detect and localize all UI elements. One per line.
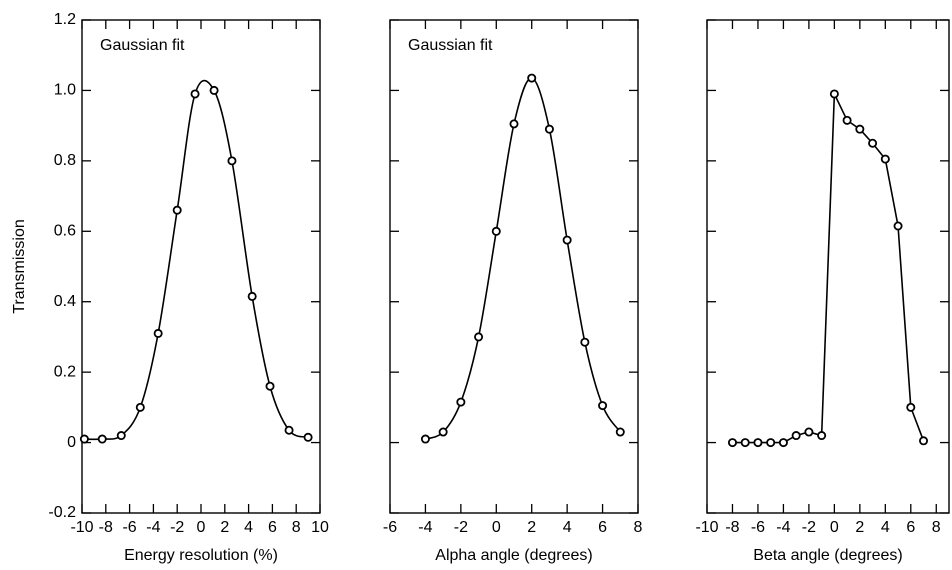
data-point (615, 427, 625, 437)
data-point (509, 119, 519, 129)
y-tick-label: 0.2 (54, 363, 76, 380)
plot-frame (706, 19, 950, 514)
x-tick-label: 4 (881, 519, 890, 536)
y-axis-label: Transmission (11, 219, 28, 314)
y-tick-label: 0.4 (54, 293, 76, 310)
data-point (842, 115, 852, 125)
data-point (97, 434, 107, 444)
data-point (893, 221, 903, 231)
data-line (84, 79, 309, 441)
data-point (172, 205, 182, 215)
data-point (420, 434, 430, 444)
data-point (209, 85, 219, 95)
data-point (284, 425, 294, 435)
data-point (303, 432, 313, 442)
x-tick-label: -10 (70, 519, 93, 536)
data-point (247, 291, 257, 301)
data-point (753, 438, 763, 448)
data-line (425, 77, 621, 440)
data-point (740, 438, 750, 448)
x-tick-label: 4 (244, 519, 253, 536)
data-point (791, 431, 801, 441)
data-line (732, 93, 925, 444)
data-point (527, 73, 537, 83)
plot-frame (81, 19, 321, 514)
data-point (727, 438, 737, 448)
y-tick-label: 0 (67, 434, 76, 451)
data-point (880, 154, 890, 164)
annotation: Gaussian fit (100, 37, 185, 54)
data-point (491, 226, 501, 236)
x-tick-label: 8 (634, 519, 643, 536)
x-tick-label: 8 (292, 519, 301, 536)
x-tick-label: 10 (311, 519, 329, 536)
data-point (135, 402, 145, 412)
x-tick-label: 8 (932, 519, 941, 536)
y-tick-label: 1.0 (54, 82, 76, 99)
x-tick-label: 2 (220, 519, 229, 536)
plot-frame (389, 19, 639, 514)
x-tick-label: -6 (122, 519, 136, 536)
x-tick-label: -4 (146, 519, 160, 536)
y-tick-label: 0.8 (54, 152, 76, 169)
data-point (562, 235, 572, 245)
y-tick-label: -0.2 (48, 504, 76, 521)
data-point (265, 381, 275, 391)
x-tick-label: -2 (170, 519, 184, 536)
x-tick-label: 2 (527, 519, 536, 536)
x-tick-label: 6 (598, 519, 607, 536)
x-tick-label: 0 (830, 519, 839, 536)
data-point (766, 438, 776, 448)
x-tick-label: 4 (563, 519, 572, 536)
x-tick-label: -2 (454, 519, 468, 536)
x-tick-label: -8 (725, 519, 739, 536)
y-tick-label: 0.6 (54, 223, 76, 240)
x-axis-label: Alpha angle (degrees) (435, 547, 592, 564)
data-point (804, 427, 814, 437)
x-tick-label: -6 (751, 519, 765, 536)
data-point (79, 434, 89, 444)
x-tick-label: -4 (418, 519, 432, 536)
x-axis-label: Energy resolution (%) (124, 547, 278, 564)
data-point (116, 431, 126, 441)
data-point (868, 138, 878, 148)
data-point (474, 332, 484, 342)
x-tick-label: -8 (99, 519, 113, 536)
data-point (580, 337, 590, 347)
data-point (919, 436, 929, 446)
x-tick-label: 0 (197, 519, 206, 536)
data-point (855, 124, 865, 134)
data-point (829, 89, 839, 99)
data-point (778, 438, 788, 448)
data-point (544, 124, 554, 134)
x-tick-label: -2 (802, 519, 816, 536)
x-tick-label: 6 (906, 519, 915, 536)
data-point (598, 401, 608, 411)
x-tick-label: 6 (268, 519, 277, 536)
x-tick-label: 0 (492, 519, 501, 536)
annotation: Gaussian fit (408, 37, 493, 54)
data-point (153, 328, 163, 338)
data-point (817, 431, 827, 441)
x-tick-label: 2 (855, 519, 864, 536)
data-point (906, 402, 916, 412)
data-point (438, 427, 448, 437)
x-axis-label: Beta angle (degrees) (753, 547, 902, 564)
data-point (456, 397, 466, 407)
x-tick-label: -10 (695, 519, 718, 536)
x-tick-label: -4 (776, 519, 790, 536)
x-tick-label: -6 (383, 519, 397, 536)
y-tick-label: 1.2 (54, 11, 76, 28)
data-point (190, 89, 200, 99)
data-point (227, 156, 237, 166)
